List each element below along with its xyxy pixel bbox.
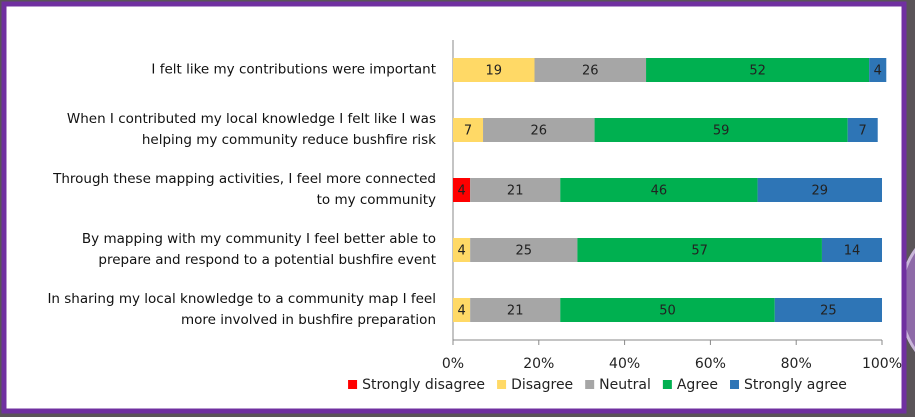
- legend-label: Strongly agree: [744, 377, 847, 393]
- category-label: I felt like my contributions were import…: [151, 61, 436, 78]
- data-label: 25: [516, 244, 533, 259]
- bar-segment: [470, 238, 578, 262]
- category-label: By mapping with my community I feel bett…: [81, 231, 436, 268]
- bar-segment: [821, 238, 882, 262]
- data-label: 21: [507, 304, 524, 319]
- bar-segment: [560, 298, 775, 322]
- bar-segment: [534, 58, 647, 82]
- category-label: Through these mapping activities, I feel…: [53, 171, 436, 208]
- data-label: 46: [651, 184, 668, 199]
- legend-label: Strongly disagree: [362, 377, 485, 393]
- category-label: In sharing my local knowledge to a commu…: [47, 291, 436, 328]
- data-label: 52: [749, 64, 766, 79]
- bar-segment: [560, 178, 758, 202]
- legend-swatch: [497, 380, 507, 389]
- data-label: 4: [457, 244, 465, 259]
- bar-segment: [470, 298, 561, 322]
- data-label: 26: [531, 124, 548, 139]
- data-label: 26: [582, 64, 599, 79]
- legend-swatch: [585, 380, 595, 389]
- data-label: 14: [844, 244, 861, 259]
- data-label: 59: [713, 124, 730, 139]
- x-tick-label: 60%: [695, 356, 726, 372]
- bar-segment: [453, 118, 484, 142]
- bar-segment: [774, 298, 882, 322]
- bar-segment: [470, 178, 561, 202]
- bar-segment: [453, 298, 471, 322]
- data-label: 50: [659, 304, 676, 319]
- category-label: When I contributed my local knowledge I …: [66, 111, 436, 148]
- legend-label: Agree: [677, 377, 718, 393]
- bar-segment: [594, 118, 848, 142]
- data-label: 25: [820, 304, 837, 319]
- data-label: 4: [457, 304, 465, 319]
- data-label: 29: [812, 184, 829, 199]
- x-tick-label: 100%: [862, 356, 902, 372]
- data-label: 57: [691, 244, 708, 259]
- x-tick-label: 40%: [609, 356, 640, 372]
- bar-segment: [646, 58, 870, 82]
- data-label: 7: [859, 124, 867, 139]
- data-label: 4: [457, 184, 465, 199]
- legend-swatch: [662, 380, 672, 389]
- x-tick-label: 0%: [442, 356, 464, 372]
- bar-segment: [453, 178, 471, 202]
- legend-swatch: [730, 380, 740, 389]
- bar-segment: [453, 58, 535, 82]
- bar-segment: [453, 238, 471, 262]
- bar-segment: [757, 178, 882, 202]
- data-label: 19: [485, 64, 502, 79]
- bar-segment: [869, 58, 887, 82]
- legend-swatch: [348, 380, 358, 389]
- x-tick-label: 20%: [523, 356, 554, 372]
- data-label: 7: [464, 124, 472, 139]
- legend-label: Disagree: [511, 377, 573, 393]
- bar-segment: [577, 238, 822, 262]
- x-tick-label: 80%: [781, 356, 812, 372]
- data-label: 4: [874, 64, 882, 79]
- data-label: 21: [507, 184, 524, 199]
- legend-label: Neutral: [599, 377, 651, 393]
- bar-segment: [847, 118, 878, 142]
- bar-segment: [483, 118, 595, 142]
